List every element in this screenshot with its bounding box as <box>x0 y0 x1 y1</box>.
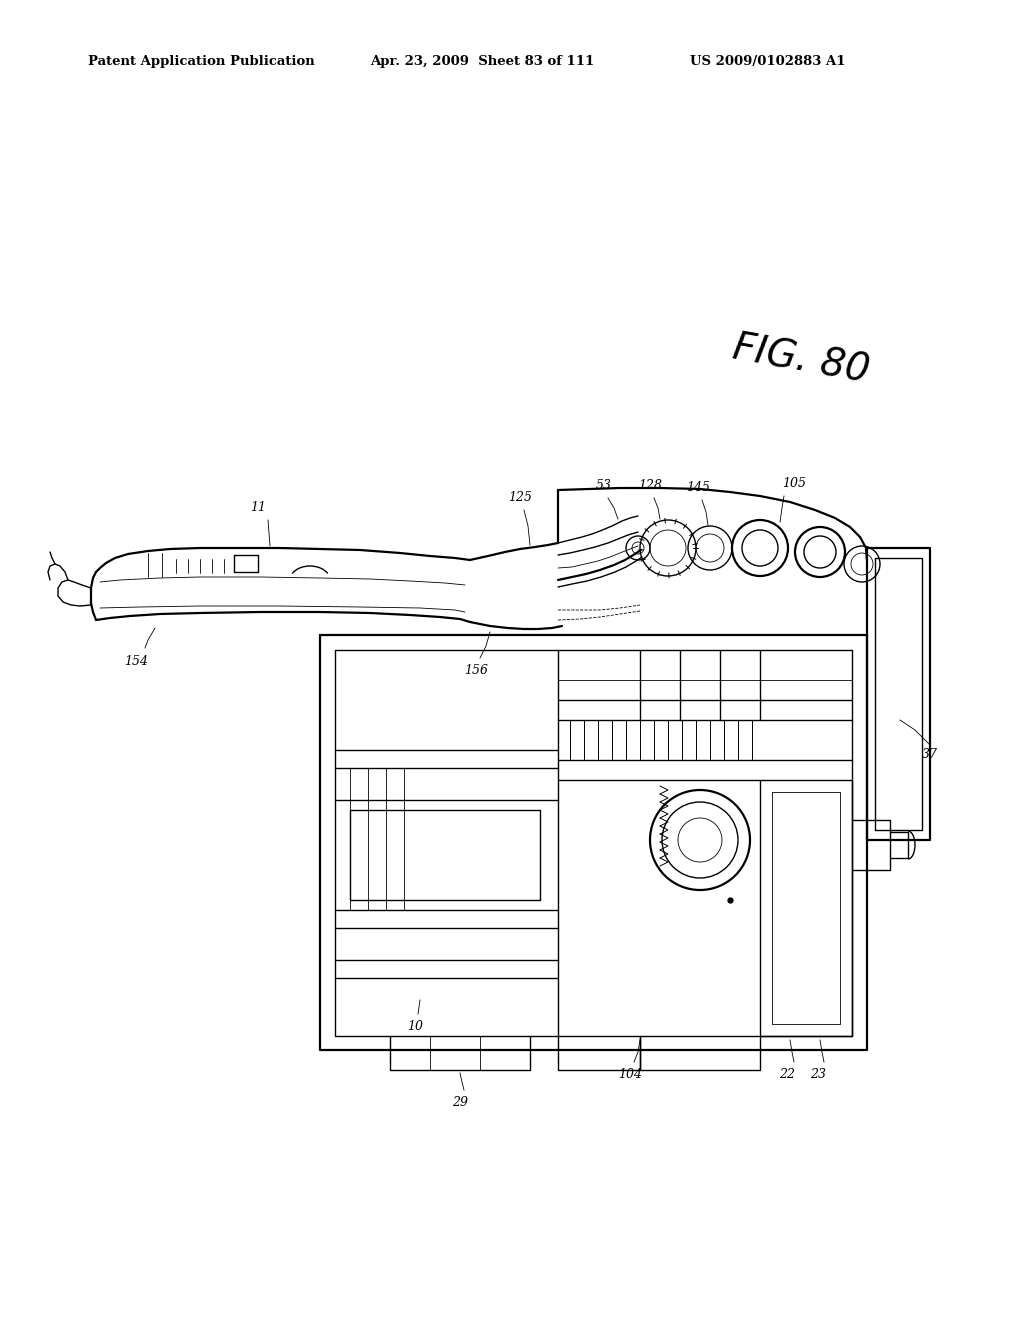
Text: 37: 37 <box>922 748 938 762</box>
Text: 11: 11 <box>250 502 266 513</box>
Text: Apr. 23, 2009  Sheet 83 of 111: Apr. 23, 2009 Sheet 83 of 111 <box>370 55 594 69</box>
Text: FIG. 80: FIG. 80 <box>730 329 872 391</box>
Text: US 2009/0102883 A1: US 2009/0102883 A1 <box>690 55 846 69</box>
Text: 125: 125 <box>508 491 532 504</box>
Text: 22: 22 <box>779 1068 795 1081</box>
Text: 23: 23 <box>810 1068 826 1081</box>
Text: 154: 154 <box>124 655 148 668</box>
Text: 105: 105 <box>782 477 806 490</box>
Text: 156: 156 <box>464 664 488 677</box>
Text: 128: 128 <box>638 479 662 492</box>
Text: 29: 29 <box>452 1096 468 1109</box>
Text: Patent Application Publication: Patent Application Publication <box>88 55 314 69</box>
Text: 10: 10 <box>407 1020 423 1034</box>
Text: 145: 145 <box>686 480 710 494</box>
Text: 104: 104 <box>618 1068 642 1081</box>
Text: 53: 53 <box>596 479 612 492</box>
